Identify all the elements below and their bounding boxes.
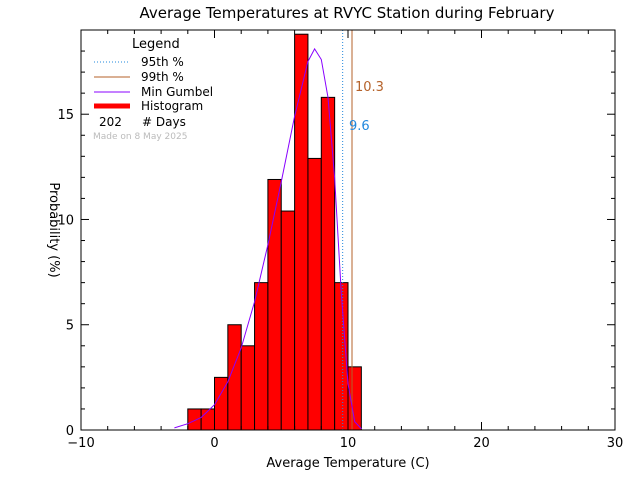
histogram-bar bbox=[187, 408, 202, 431]
x-tick-label: 10 bbox=[340, 436, 357, 451]
legend-days-count: 202 bbox=[99, 115, 122, 129]
legend-histogram-label: Histogram bbox=[141, 99, 203, 113]
y-axis-ticks: 0 5 10 15 bbox=[57, 29, 615, 439]
histogram-bar bbox=[240, 345, 256, 431]
x-tick-label: 0 bbox=[210, 436, 218, 451]
histogram-bar bbox=[200, 408, 215, 431]
y-tick-label: 5 bbox=[66, 319, 74, 334]
x-tick-label: 20 bbox=[473, 436, 490, 451]
x-tick-label: −10 bbox=[67, 436, 94, 451]
y-axis-label: Probability (%) bbox=[46, 182, 61, 277]
histogram-bar bbox=[254, 282, 269, 431]
histogram-bar bbox=[267, 178, 282, 431]
legend-p99-label: 99th % bbox=[141, 70, 184, 84]
legend: Legend 95th % 99th % Min Gumbel Histogra… bbox=[93, 37, 213, 142]
legend-p95-label: 95th % bbox=[141, 55, 184, 69]
y-tick-label: 0 bbox=[66, 424, 74, 439]
x-tick-label: 30 bbox=[607, 436, 624, 451]
p99-value-label: 10.3 bbox=[355, 80, 384, 95]
p95-value-label: 9.6 bbox=[349, 119, 370, 134]
x-axis-label: Average Temperature (C) bbox=[266, 456, 429, 471]
chart-title: Average Temperatures at RVYC Station dur… bbox=[140, 4, 555, 22]
y-tick-label: 15 bbox=[57, 108, 74, 123]
histogram-bar bbox=[280, 210, 296, 431]
percentile-lines bbox=[342, 30, 353, 430]
legend-gumbel-label: Min Gumbel bbox=[141, 85, 213, 99]
histogram-bar bbox=[307, 157, 322, 431]
made-on-note: Made on 8 May 2025 bbox=[93, 132, 187, 142]
histogram-bars bbox=[187, 33, 362, 431]
histogram-bar bbox=[320, 96, 336, 431]
gumbel-curve bbox=[174, 47, 362, 430]
legend-days-label: # Days bbox=[142, 115, 186, 129]
y-tick-label: 10 bbox=[57, 213, 74, 228]
histogram-bar bbox=[294, 33, 309, 431]
x-axis-ticks: −10 0 10 20 30 bbox=[67, 30, 623, 451]
legend-title: Legend bbox=[132, 37, 180, 52]
